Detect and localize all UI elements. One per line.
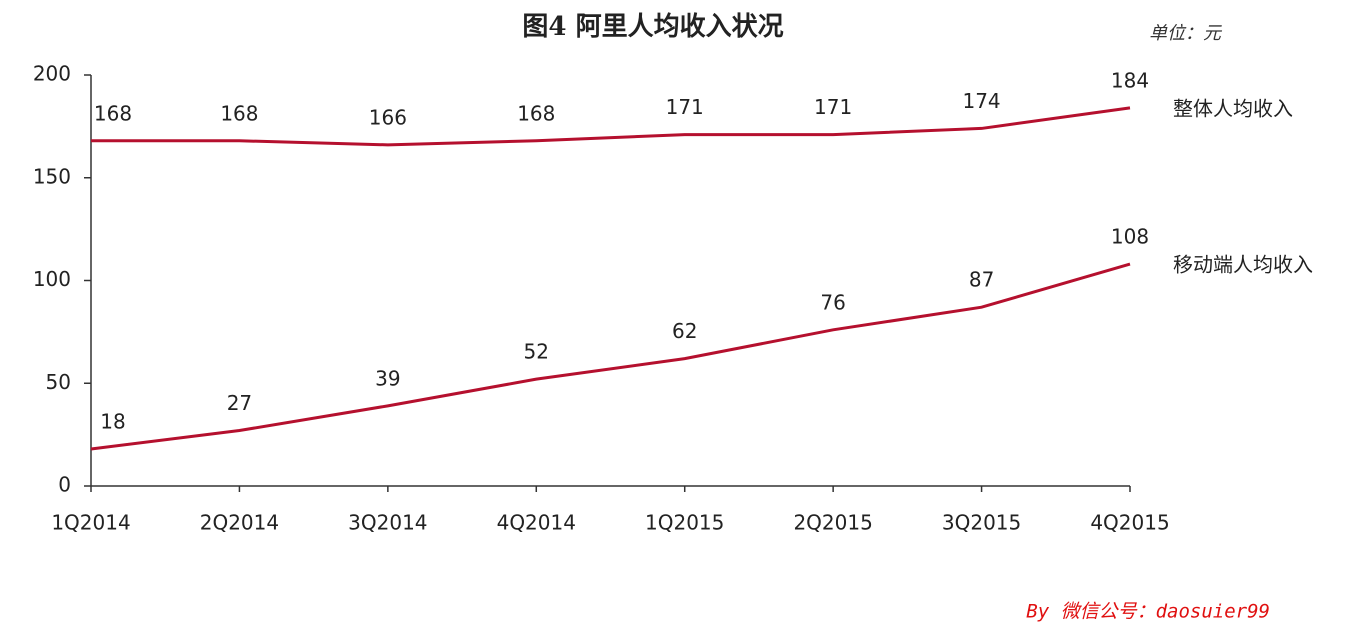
x-tick-label: 3Q2014	[348, 511, 427, 535]
data-label: 171	[666, 95, 704, 119]
x-tick-label: 4Q2014	[497, 511, 576, 535]
data-label: 39	[375, 366, 400, 390]
x-tick-label: 4Q2015	[1090, 511, 1169, 535]
data-label: 76	[820, 290, 845, 314]
x-tick-label: 2Q2015	[793, 511, 872, 535]
data-label: 168	[220, 101, 258, 125]
series-label: 整体人均收入	[1173, 96, 1293, 120]
y-tick-label: 150	[33, 164, 71, 188]
data-label: 87	[969, 268, 994, 292]
x-tick-label: 2Q2014	[200, 511, 279, 535]
data-label: 52	[524, 340, 549, 364]
data-label: 166	[369, 105, 407, 129]
data-label: 18	[100, 410, 125, 434]
data-label: 27	[227, 391, 252, 415]
series-line	[91, 106, 1131, 147]
x-tick-label: 3Q2015	[942, 511, 1021, 535]
x-tick-label: 1Q2014	[51, 511, 130, 535]
y-tick-label: 200	[33, 62, 71, 86]
data-label: 184	[1111, 68, 1149, 92]
series-label: 移动端人均收入	[1173, 253, 1313, 277]
y-tick-label: 100	[33, 267, 71, 291]
series-line	[90, 262, 1131, 451]
data-label: 174	[962, 89, 1000, 113]
x-tick-label: 1Q2015	[645, 511, 724, 535]
chart-title: 图4 阿里人均收入状况	[522, 12, 783, 42]
data-label: 168	[94, 101, 132, 125]
y-tick-label: 0	[58, 473, 71, 497]
data-label: 168	[517, 101, 555, 125]
data-label: 108	[1111, 225, 1149, 249]
footer: By 微信公号：daosuier99	[1026, 601, 1270, 623]
data-label: 62	[672, 319, 697, 343]
y-tick-label: 50	[46, 370, 71, 394]
data-label: 171	[814, 95, 852, 119]
unit-label: 单位：元	[1149, 23, 1223, 44]
